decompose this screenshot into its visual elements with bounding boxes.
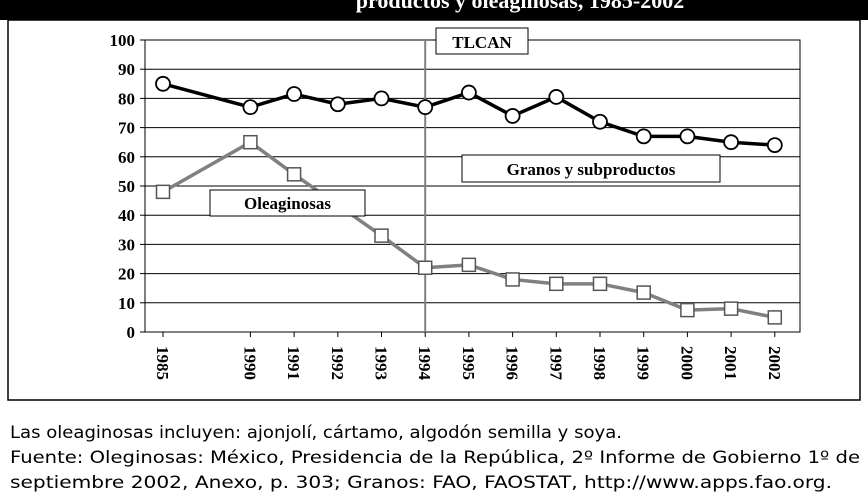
x-tick-label: 1993 (372, 346, 391, 380)
marker (374, 228, 389, 243)
marker (460, 84, 477, 101)
x-tick-label: 1990 (240, 346, 259, 380)
legend-label: Granos y subproductos (507, 160, 676, 179)
x-tick-label: 1992 (328, 346, 347, 380)
x-tick-label: 1997 (546, 346, 565, 381)
note: Las oleaginosas incluyen: ajonjolí, cárt… (10, 423, 622, 443)
legend-label: Oleaginosas (244, 194, 331, 213)
marker (548, 89, 565, 105)
marker (373, 90, 390, 107)
marker (417, 99, 434, 116)
y-tick-label: 60 (118, 148, 135, 167)
x-tick-label: 1999 (634, 346, 653, 380)
y-tick-label: 10 (118, 294, 135, 313)
marker (767, 310, 783, 325)
y-tick-label: 100 (110, 31, 136, 50)
marker (505, 272, 520, 287)
y-tick-label: 70 (118, 119, 135, 138)
y-tick-label: 90 (118, 60, 135, 79)
marker (723, 301, 739, 316)
y-tick-label: 20 (118, 265, 135, 284)
marker (417, 260, 433, 276)
marker (592, 113, 608, 130)
y-tick-label: 0 (127, 323, 136, 342)
marker (461, 257, 477, 273)
marker (155, 75, 171, 92)
x-tick-label: 1985 (153, 346, 172, 380)
frame (7, 19, 861, 401)
legend-box (209, 189, 366, 217)
marker (636, 285, 651, 300)
x-tick-label: 1996 (503, 346, 522, 380)
chart-title: productos y oleaginosas, 1985-2002 (356, 0, 684, 13)
note: Fuente: Oleginosas: México, Presidencia … (10, 448, 860, 468)
x-tick-label: 2001 (721, 346, 740, 380)
note: septiembre 2002, Anexo, p. 303; Granos: … (10, 473, 832, 493)
marker (243, 134, 258, 150)
annotation: TLCAN (452, 33, 512, 52)
marker (635, 128, 652, 145)
y-tick-label: 50 (118, 177, 135, 196)
marker (155, 184, 171, 200)
x-tick-label: 2000 (677, 346, 696, 380)
marker (504, 108, 521, 124)
x-tick-label: 2002 (765, 346, 784, 380)
marker (242, 99, 259, 116)
series-line (162, 140, 776, 320)
y-tick-label: 40 (118, 206, 135, 225)
marker (286, 86, 303, 102)
marker (723, 134, 739, 151)
y-tick-label: 30 (118, 235, 135, 254)
marker (766, 137, 783, 154)
x-tick-label: 1991 (284, 346, 303, 380)
marker (286, 167, 302, 182)
y-tick-label: 80 (118, 89, 135, 108)
marker (549, 276, 564, 292)
title-bar (0, 0, 868, 20)
legend-box (461, 154, 721, 183)
marker (592, 276, 608, 292)
annotation-box (435, 27, 529, 55)
x-tick-label: 1994 (415, 346, 434, 381)
x-tick-label: 1998 (590, 346, 609, 380)
marker (679, 128, 696, 145)
x-tick-label: 1995 (459, 346, 478, 380)
marker (329, 96, 346, 113)
marker (680, 302, 695, 318)
